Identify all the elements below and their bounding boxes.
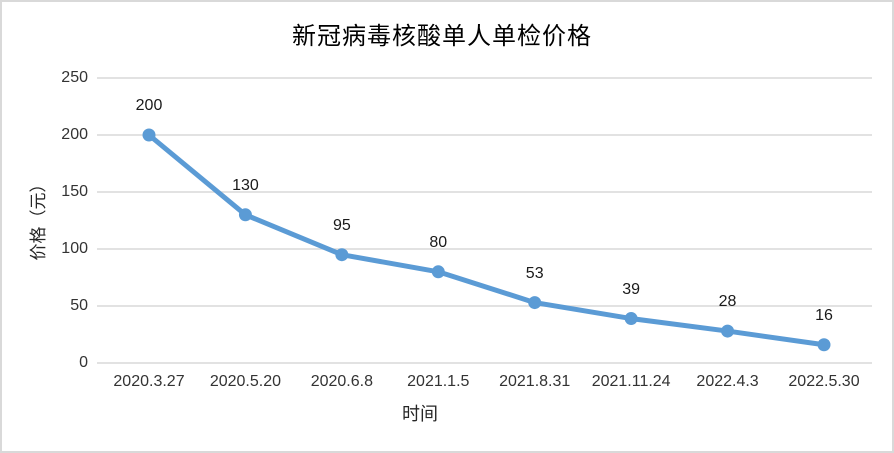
x-tick-label: 2020.3.27: [113, 373, 185, 390]
y-tick-label: 50: [70, 297, 88, 314]
data-point-marker: [817, 338, 831, 352]
x-tick-label: 2022.4.3: [696, 373, 759, 390]
y-tick-label: 200: [61, 126, 88, 143]
x-tick-label: 2021.1.5: [407, 373, 470, 390]
data-point-marker: [238, 208, 252, 222]
x-tick-label: 2020.5.20: [209, 373, 282, 390]
data-point-label: 28: [718, 293, 737, 311]
series-line: [146, 132, 827, 348]
data-point-label: 39: [622, 280, 641, 298]
x-tick-label: 2020.6.8: [310, 373, 373, 390]
data-point-label: 200: [135, 97, 163, 114]
data-point-marker: [624, 312, 638, 326]
data-point-label: 80: [429, 233, 448, 251]
x-tick-label: 2021.11.24: [591, 373, 671, 390]
data-point-marker: [528, 296, 542, 310]
chart-title: 新冠病毒核酸单人单检价格: [292, 24, 592, 50]
data-point-label: 130: [232, 176, 259, 194]
data-point-label: 95: [332, 216, 351, 234]
data-point-label: 16: [815, 306, 833, 324]
data-point-label: 53: [525, 264, 544, 282]
data-point-marker: [431, 265, 445, 279]
y-tick-label: 100: [61, 240, 88, 257]
y-tick-label: 0: [79, 354, 88, 371]
y-tick-label: 150: [61, 183, 88, 200]
data-point-marker: [335, 248, 349, 262]
y-tick-label: 250: [61, 69, 88, 86]
data-point-marker: [142, 128, 156, 142]
data-point-marker: [721, 324, 735, 338]
x-tick-label: 2021.8.31: [499, 373, 571, 390]
x-axis-title: 时间: [402, 404, 438, 424]
x-tick-label: 2022.5.30: [788, 373, 860, 390]
